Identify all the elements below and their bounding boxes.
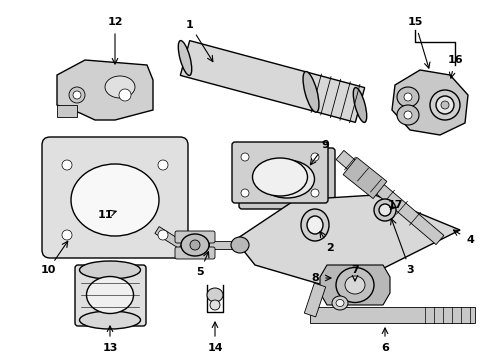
Text: 17: 17 — [387, 200, 403, 210]
Text: 14: 14 — [207, 343, 223, 353]
Polygon shape — [336, 150, 444, 244]
Text: 13: 13 — [102, 343, 118, 353]
Ellipse shape — [374, 199, 396, 221]
Ellipse shape — [79, 311, 141, 329]
Polygon shape — [343, 157, 387, 199]
Circle shape — [311, 153, 319, 161]
Circle shape — [210, 300, 220, 310]
Polygon shape — [392, 70, 468, 135]
Text: 16: 16 — [447, 55, 463, 65]
Polygon shape — [235, 195, 460, 290]
Ellipse shape — [105, 76, 135, 98]
Ellipse shape — [79, 261, 141, 279]
FancyBboxPatch shape — [232, 142, 328, 203]
FancyBboxPatch shape — [57, 105, 77, 117]
FancyBboxPatch shape — [239, 148, 335, 209]
Text: 6: 6 — [381, 343, 389, 353]
Ellipse shape — [87, 276, 133, 314]
Ellipse shape — [181, 234, 209, 256]
Circle shape — [62, 160, 72, 170]
Ellipse shape — [307, 216, 323, 234]
Text: 15: 15 — [407, 17, 423, 27]
Ellipse shape — [441, 101, 449, 109]
Circle shape — [311, 189, 319, 197]
Ellipse shape — [260, 160, 315, 198]
Polygon shape — [310, 307, 475, 323]
Text: 12: 12 — [107, 17, 123, 27]
Ellipse shape — [345, 276, 365, 294]
Ellipse shape — [178, 41, 192, 76]
FancyBboxPatch shape — [75, 265, 146, 326]
Polygon shape — [320, 265, 390, 305]
FancyBboxPatch shape — [42, 137, 188, 258]
Ellipse shape — [430, 90, 460, 120]
Circle shape — [241, 153, 249, 161]
Circle shape — [190, 240, 200, 250]
Text: 4: 4 — [466, 235, 474, 245]
Ellipse shape — [353, 87, 367, 122]
Text: 5: 5 — [196, 267, 204, 277]
Text: 3: 3 — [406, 265, 414, 275]
Text: 11: 11 — [97, 210, 113, 220]
Text: 1: 1 — [186, 20, 194, 30]
Polygon shape — [180, 41, 365, 122]
Ellipse shape — [332, 296, 348, 310]
Ellipse shape — [436, 96, 454, 114]
FancyBboxPatch shape — [175, 231, 215, 243]
Circle shape — [69, 87, 85, 103]
FancyBboxPatch shape — [175, 247, 215, 259]
Polygon shape — [155, 226, 183, 248]
Circle shape — [119, 89, 131, 101]
Polygon shape — [57, 60, 153, 120]
Text: 10: 10 — [40, 265, 56, 275]
Circle shape — [73, 91, 81, 99]
Ellipse shape — [336, 267, 374, 302]
Circle shape — [404, 111, 412, 119]
Ellipse shape — [301, 209, 329, 241]
Circle shape — [404, 93, 412, 101]
Polygon shape — [304, 283, 326, 317]
Ellipse shape — [303, 72, 319, 112]
Ellipse shape — [379, 204, 391, 216]
Polygon shape — [209, 241, 240, 249]
Ellipse shape — [336, 300, 344, 306]
Ellipse shape — [397, 87, 419, 107]
Ellipse shape — [231, 237, 249, 253]
Ellipse shape — [252, 158, 308, 196]
Ellipse shape — [71, 164, 159, 236]
Text: 8: 8 — [311, 273, 319, 283]
Circle shape — [241, 189, 249, 197]
Ellipse shape — [397, 105, 419, 125]
Circle shape — [62, 230, 72, 240]
Circle shape — [158, 160, 168, 170]
Circle shape — [158, 230, 168, 240]
Ellipse shape — [207, 288, 223, 302]
Text: 7: 7 — [351, 265, 359, 275]
Text: 2: 2 — [326, 243, 334, 253]
Text: 9: 9 — [321, 140, 329, 150]
